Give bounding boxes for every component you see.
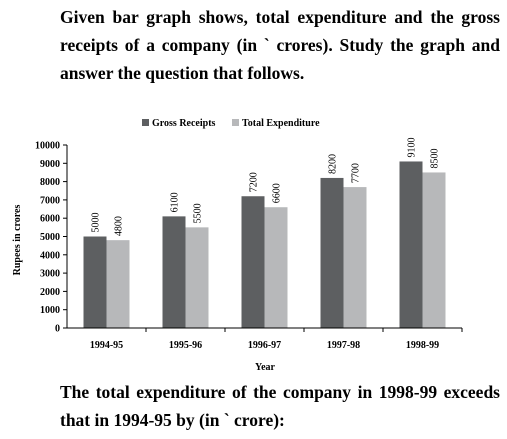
bar-total-expenditure	[422, 172, 446, 328]
y-tick-label: 3000	[40, 269, 60, 280]
bars: 5000 4800 6100 5500 7200 6600 8200 7700 9100 8500	[83, 137, 446, 328]
bar-gross-receipts	[83, 236, 107, 328]
y-tick-label: 9000	[40, 159, 60, 170]
x-tick-label: 1996-97	[248, 340, 281, 351]
x-axis-label: Year	[255, 362, 276, 373]
data-label: 8500	[430, 148, 441, 168]
bar-gross-receipts	[399, 161, 423, 328]
question-text: The total expenditure of the company in …	[60, 382, 500, 430]
bar-gross-receipts	[162, 216, 186, 328]
x-tick-label: 1994-95	[90, 340, 123, 351]
data-label: 7200	[249, 172, 260, 192]
bar-gross-receipts	[320, 177, 344, 328]
y-tick-label: 8000	[40, 177, 60, 188]
bar-total-expenditure	[264, 207, 288, 328]
bar-total-expenditure	[185, 227, 209, 328]
data-label: 7700	[351, 163, 362, 183]
data-label: 4800	[114, 216, 125, 236]
legend-entry: Total Expenditure	[242, 118, 320, 129]
data-label: 6100	[170, 192, 181, 212]
legend-entry: Gross Receipts	[152, 118, 216, 129]
data-label: 6600	[272, 183, 283, 203]
intro-text: Given bar graph shows, total expenditure…	[60, 7, 500, 83]
y-tick-label: 5000	[40, 232, 60, 243]
y-tick-label: 2000	[40, 287, 60, 298]
y-tick-label: 0	[55, 324, 60, 335]
bar-total-expenditure	[106, 240, 130, 328]
y-tick-label: 4000	[40, 250, 60, 261]
y-tick-label: 10000	[35, 141, 60, 152]
y-axis: 0 1000 2000 3000 4000 5000 6000 7000 8000 9000 100…	[35, 141, 68, 335]
y-tick-label: 7000	[40, 195, 60, 206]
data-label: 5000	[91, 213, 102, 233]
y-tick-label: 1000	[40, 305, 60, 316]
x-tick-label: 1995-96	[169, 340, 202, 351]
bar-gross-receipts	[241, 196, 265, 328]
chart-legend: Gross Receipts Total Expenditure	[142, 118, 320, 129]
x-axis: 1994-95 1995-96 1996-97 1997-98 1998-99	[67, 327, 463, 351]
data-label: 8200	[328, 154, 339, 174]
bar-total-expenditure	[343, 187, 367, 328]
legend-swatch	[232, 119, 239, 126]
data-label: 5500	[193, 203, 204, 223]
data-label: 9100	[407, 137, 418, 157]
x-tick-label: 1997-98	[327, 340, 360, 351]
y-axis-label: Rupees in crores	[12, 205, 23, 276]
y-tick-label: 6000	[40, 214, 60, 225]
legend-swatch	[142, 119, 149, 126]
x-tick-label: 1998-99	[406, 340, 439, 351]
